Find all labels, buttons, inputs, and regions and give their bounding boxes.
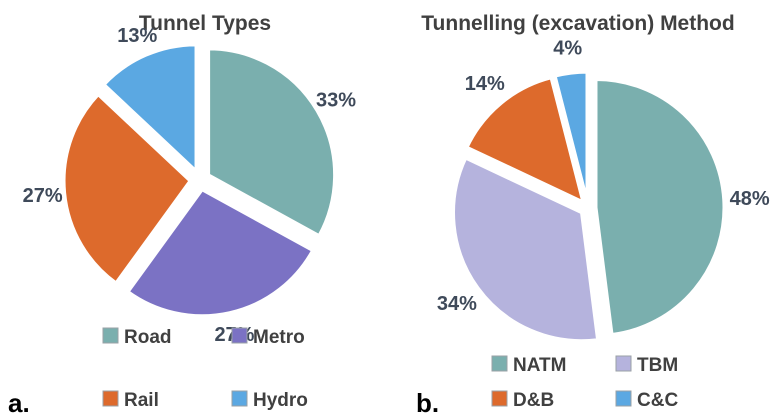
chart-a-legend-swatch-road [102,327,119,344]
chart-tunnelling-method: Tunnelling (excavation) Method 48% 34% 14%… [416,12,770,418]
chart-b-slices [452,70,726,343]
chart-b-legend-label-d-b: D&B [513,390,554,411]
chart-a-value-label-rail: 27% [23,185,63,207]
chart-b-legend-label-natm: NATM [513,355,566,376]
chart-b-value-label-d-b: 14% [465,73,505,95]
chart-b-value-labels: 48% 34% 14% 4% [437,37,770,315]
chart-b-legend: NATM TBM D&B C&C [491,355,678,411]
chart-a-slices [62,43,337,318]
chart-b-slice-natm [594,77,726,337]
chart-a-legend: Road Metro Rail Hydro [102,327,308,411]
chart-b-legend-swatch-natm [491,355,508,372]
chart-a-legend-swatch-metro [231,327,248,344]
chart-b-legend-label-c-c: C&C [637,390,678,411]
chart-tunnel-types: Tunnel Types 33%27%27%13% RoadMetroRailH… [8,12,356,418]
chart-a-slice-metro [126,187,315,318]
chart-a-legend-swatch-rail [102,390,119,407]
chart-a-slice-hydro [102,43,198,175]
chart-a-legend-label-rail: Rail [124,390,159,411]
chart-a-legend-label-road: Road [124,327,172,348]
chart-a-legend-label-metro: Metro [253,327,305,348]
chart-a-legend-label-hydro: Hydro [253,390,308,411]
chart-b-value-label-c-c: 4% [553,37,582,59]
panel-label-a: a. [8,388,30,418]
chart-a-value-label-road: 33% [316,90,356,112]
chart-a-slice-rail [62,92,193,285]
chart-b-legend-swatch-tbm [615,355,632,372]
chart-b-legend-label-tbm: TBM [637,355,678,376]
chart-b-legend-swatch-d-b [491,390,508,407]
chart-b-legend-swatch-c-c [615,390,632,407]
chart-b-value-label-tbm: 34% [437,293,477,315]
chart-b-slice-c-c [553,70,589,201]
chart-a-value-label-hydro: 13% [117,25,157,47]
panel-label-b: b. [416,388,439,418]
chart-a-value-labels: 33%27%27%13% [23,25,357,346]
chart-b-slice-d-b [465,76,586,205]
chart-b-slice-tbm [452,156,600,343]
chart-a-legend-swatch-hydro [231,390,248,407]
chart-b-value-label-natm: 48% [730,188,770,210]
chart-b-title: Tunnelling (excavation) Method [421,12,734,35]
chart-a-title: Tunnel Types [139,12,271,35]
chart-a-slice-road [207,47,337,238]
